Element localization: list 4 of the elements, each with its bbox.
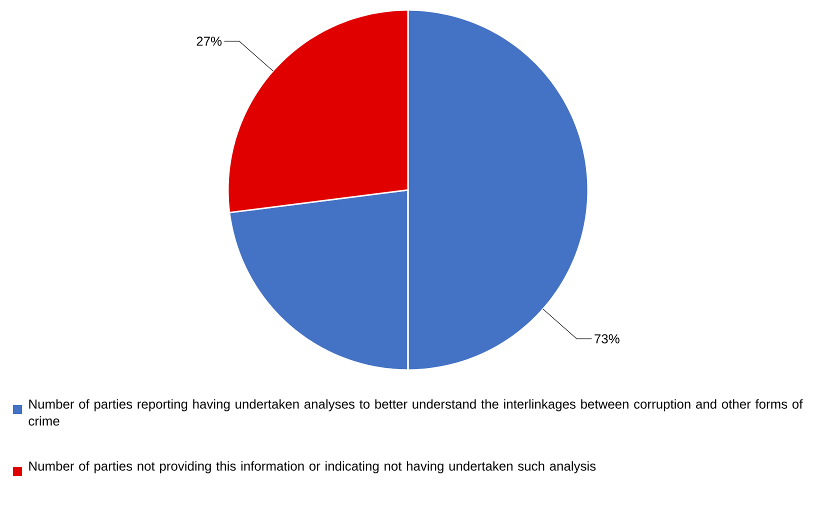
data-label: 73% xyxy=(594,334,620,344)
legend-label: Number of parties not providing this information or indicating not having undertaken such analysis xyxy=(29,461,596,474)
data-label: 27% xyxy=(196,36,222,46)
legend-label: Number of parties reporting having undertaken analyses to better understand the interlinkages between corruption and other forms of crime xyxy=(28,399,803,426)
